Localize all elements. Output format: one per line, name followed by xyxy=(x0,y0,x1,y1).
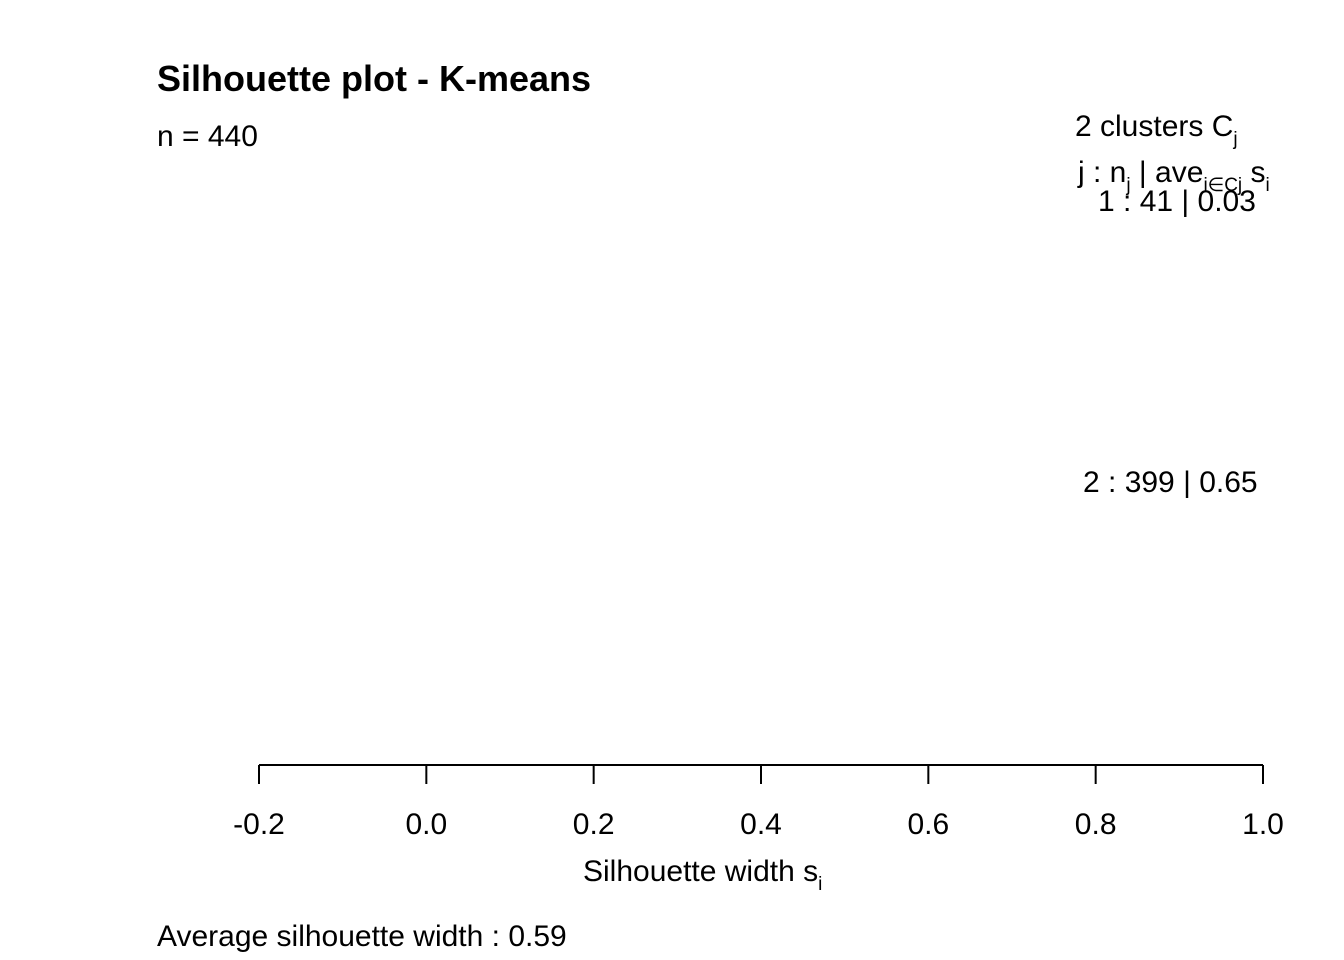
legend-col-s: s xyxy=(1242,156,1266,189)
x-tick-label: 0.6 xyxy=(907,808,949,841)
legend-col-ave-subscript: i∈Cj xyxy=(1203,175,1243,196)
average-silhouette-label: Average silhouette width : 0.59 xyxy=(157,920,567,953)
x-tick-label: 0.8 xyxy=(1075,808,1117,841)
legend-header-text: 2 clusters C xyxy=(1075,110,1234,143)
chart-title: Silhouette plot - K-means xyxy=(157,58,592,99)
cluster-row-2: 2 : 399 | 0.65 xyxy=(1083,466,1258,499)
x-tick-label: 0.4 xyxy=(740,808,782,841)
legend-col-ave: | ave xyxy=(1130,156,1204,189)
x-axis-label-subscript: i xyxy=(818,874,823,895)
legend-col-s-subscript: i xyxy=(1265,175,1270,196)
x-tick-label: 0.0 xyxy=(405,808,447,841)
x-axis-label: Silhouette width si xyxy=(583,855,822,895)
legend-header-subscript: j xyxy=(1233,129,1238,150)
x-tick-label: 1.0 xyxy=(1242,808,1284,841)
legend-col-j: j : n xyxy=(1078,156,1127,189)
x-tick-label: 0.2 xyxy=(573,808,615,841)
legend-header: 2 clusters Cj xyxy=(1075,110,1238,150)
legend-columns: j : nj | avei∈Cj si xyxy=(1078,156,1270,196)
cluster-row-1: 1 : 41 | 0.03 xyxy=(1098,185,1256,218)
sample-size-label: n = 440 xyxy=(157,120,258,153)
x-tick-label: -0.2 xyxy=(233,808,285,841)
x-axis-label-text: Silhouette width s xyxy=(583,855,819,888)
legend-col-j-subscript: j xyxy=(1126,175,1131,196)
